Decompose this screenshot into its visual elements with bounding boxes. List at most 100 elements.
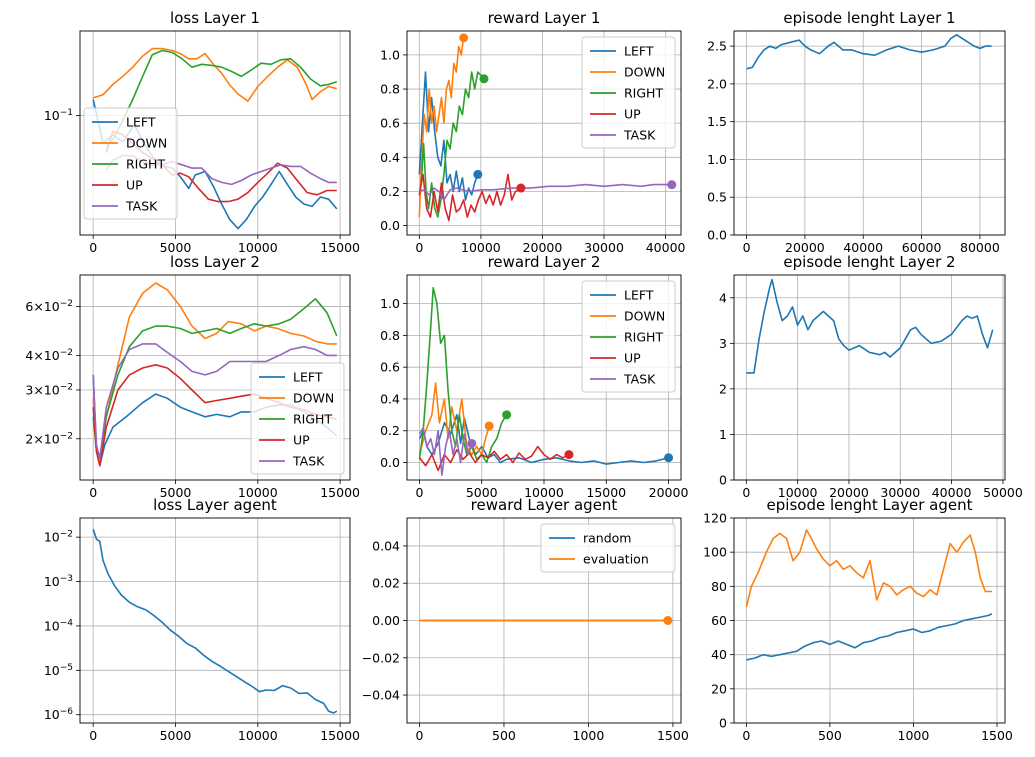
- axes-frame: [406, 517, 682, 724]
- y-tick-label: 4: [719, 290, 727, 305]
- legend-label: UP: [624, 107, 641, 122]
- legend-box: [83, 107, 178, 220]
- series-end-point-up: [516, 183, 526, 193]
- y-tick-label: 0.0: [707, 228, 727, 243]
- y-tick-exponent: −2: [60, 299, 73, 309]
- y-tick-label: 100: [703, 545, 727, 560]
- y-tick-label: 0.4: [380, 391, 400, 406]
- y-tick-label: 2: [719, 381, 727, 396]
- series-end-point-task: [667, 180, 677, 190]
- series-line-down: [418, 382, 490, 456]
- y-tick-base: 2×10: [25, 431, 59, 446]
- y-tick-label: 1.0: [380, 47, 400, 62]
- x-tick-label: 0: [415, 240, 423, 255]
- y-tick-label: 1.5: [707, 114, 727, 129]
- y-tick-base: 10: [44, 108, 60, 123]
- series-line-right: [418, 286, 508, 464]
- y-tick-label: 10−5: [44, 663, 73, 678]
- y-tick-label: 0: [719, 473, 727, 488]
- legend-box: [250, 362, 345, 475]
- y-tick-label: 120: [703, 511, 727, 526]
- y-tick-base: 10: [44, 618, 60, 633]
- legend: LEFT DOWN RIGHT UP TASK: [581, 280, 676, 393]
- x-tick-label: 5000: [160, 485, 192, 500]
- x-tick-label: 1000: [898, 728, 930, 743]
- y-tick-label: 2.0: [707, 76, 727, 91]
- y-tick-label: 0.8: [380, 328, 400, 343]
- x-tick-label: 30000: [880, 485, 920, 500]
- y-tick-label: 0.0: [380, 455, 400, 470]
- y-tick-label: 10−1: [44, 108, 73, 123]
- series-line-line: [746, 278, 994, 374]
- series-line-line: [92, 529, 338, 714]
- x-tick-label: 15000: [586, 485, 626, 500]
- series-line-task: [418, 426, 473, 476]
- x-tick-label: 1500: [981, 728, 1013, 743]
- axes-frame: [733, 517, 1006, 724]
- y-tick-label: 1.0: [707, 152, 727, 167]
- series-line-line: [746, 34, 992, 70]
- legend-box: [581, 36, 676, 149]
- x-tick-label: 50000: [983, 485, 1023, 500]
- chart-title: reward Layer 2: [488, 253, 601, 271]
- y-tick-label: 3: [719, 336, 727, 351]
- series-line-down: [418, 37, 465, 218]
- y-tick-label: 10−6: [44, 707, 73, 722]
- subplot-reward3: 0 500 1000 1500 −0.04 −0.02 0.00 0.02 0.04 reward…: [362, 496, 689, 743]
- y-tick-exponent: −2: [60, 431, 73, 441]
- x-tick-label: 0: [743, 240, 751, 255]
- y-tick-label: 20: [711, 681, 727, 696]
- axes-frame: [733, 274, 1006, 481]
- x-tick-label: 10000: [461, 240, 501, 255]
- legend-box: [581, 280, 676, 393]
- y-tick-label: 10−2: [44, 530, 73, 545]
- y-tick-label: 0.8: [380, 82, 400, 97]
- series-line-left: [418, 414, 669, 465]
- series-end-point-left: [664, 453, 674, 463]
- y-tick-label: 10−4: [44, 618, 73, 633]
- series-line-task: [92, 343, 337, 460]
- y-tick-base: 6×10: [25, 299, 59, 314]
- series-line-line: [745, 529, 992, 607]
- series-line-left: [418, 71, 479, 201]
- series-line-task: [419, 183, 672, 201]
- x-tick-label: 10000: [238, 728, 278, 743]
- y-tick-label: 0.4: [380, 150, 400, 165]
- legend-label: RIGHT: [624, 330, 663, 345]
- y-tick-label: 2.5: [707, 39, 727, 54]
- chart-title: loss Layer 1: [170, 9, 260, 27]
- legend-label: LEFT: [624, 44, 654, 59]
- series-line-down: [92, 47, 338, 102]
- y-tick-base: 10: [44, 574, 60, 589]
- x-tick-label: 10000: [238, 240, 278, 255]
- series-end-point-evaluation: [663, 616, 673, 625]
- subplot-loss1: 0 5000 10000 15000 10−1 loss Layer 1 LEFT DOWN R…: [44, 9, 360, 255]
- series-end-point-up: [564, 450, 574, 460]
- y-tick-base: 10: [44, 707, 60, 722]
- x-tick-label: 15000: [320, 240, 360, 255]
- y-tick-exponent: −1: [60, 108, 73, 118]
- series-group: [746, 34, 992, 70]
- legend-label: LEFT: [293, 370, 323, 385]
- x-tick-label: 20000: [523, 240, 563, 255]
- x-tick-label: 0: [89, 728, 97, 743]
- x-tick-label: 60000: [902, 240, 942, 255]
- y-tick-label: 0.2: [380, 184, 400, 199]
- series-end-point-right: [479, 74, 489, 84]
- x-tick-label: 5000: [466, 485, 498, 500]
- subplot-ep1: 0 20000 40000 60000 80000 0.0 0.5 1.0 1.5 2.0 2.5 e…: [707, 9, 1006, 255]
- x-tick-label: 20000: [785, 240, 825, 255]
- x-tick-label: 80000: [960, 240, 1000, 255]
- legend-label: TASK: [292, 454, 325, 469]
- chart-title: episode lenght Layer 2: [783, 253, 955, 271]
- series-line-right: [420, 71, 485, 218]
- legend-label: DOWN: [126, 136, 167, 151]
- y-tick-label: 80: [711, 579, 727, 594]
- legend-label: LEFT: [624, 288, 654, 303]
- axes-frame: [79, 274, 351, 481]
- subplot-loss3: 0 5000 10000 1500010−210−310−410−510−6loss …: [44, 496, 360, 743]
- y-tick-base: 3×10: [25, 382, 59, 397]
- y-tick-exponent: −2: [60, 382, 73, 392]
- y-tick-base: 10: [44, 663, 60, 678]
- series-end-point-down: [459, 33, 469, 43]
